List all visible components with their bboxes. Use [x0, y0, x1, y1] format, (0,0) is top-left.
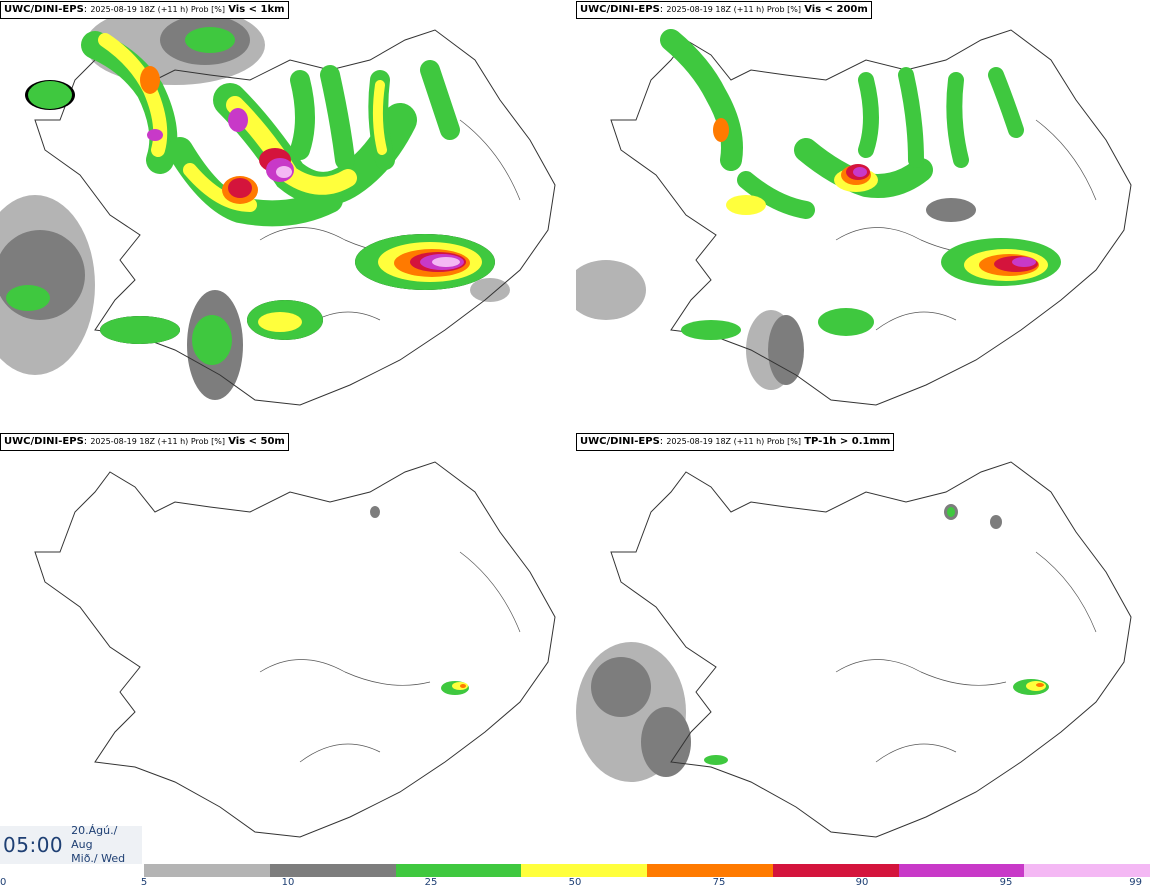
- field-name: Vis < 50m: [228, 436, 285, 447]
- field-name: Vis < 200m: [804, 4, 868, 15]
- legend-swatch-6: [898, 864, 1025, 877]
- legend-swatch-2: [395, 864, 522, 877]
- legend-tick-label: 10: [281, 877, 295, 888]
- panel-title: UWC/DINI-EPS: 2025-08-19 18Z (+11 h) Pro…: [0, 433, 289, 451]
- legend-tick-label: 99: [1129, 877, 1142, 888]
- probability-map: [34, 461, 556, 838]
- valid-time-dates: 20.Ágú./ Aug Mið./ Wed: [71, 824, 142, 866]
- legend-swatch-1: [269, 864, 396, 877]
- map-panel-vis-1km: UWC/DINI-EPS: 2025-08-19 18Z (+11 h) Pro…: [0, 0, 574, 430]
- model-name: UWC/DINI-EPS: [580, 436, 660, 447]
- probability-map: [576, 29, 1132, 406]
- valid-time-box: 05:00 20.Ágú./ Aug Mið./ Wed: [0, 824, 142, 866]
- legend-swatch-4: [647, 864, 773, 877]
- legend-tick-label: 50: [568, 877, 582, 888]
- legend-tick-label: 0: [0, 877, 7, 888]
- legend-tick-label: 95: [999, 877, 1013, 888]
- field-name: Vis < 1km: [228, 4, 285, 15]
- run-info: 2025-08-19 18Z (+11 h) Prob [%]: [90, 437, 226, 446]
- probability-map: [0, 5, 556, 406]
- probability-map: [576, 461, 1132, 838]
- model-name: UWC/DINI-EPS: [580, 4, 660, 15]
- legend-swatch-5: [772, 864, 899, 877]
- model-name: UWC/DINI-EPS: [4, 436, 84, 447]
- legend-swatch-0: [144, 864, 270, 877]
- valid-time-clock: 05:00: [3, 833, 64, 857]
- legend-tick-label: 90: [855, 877, 869, 888]
- valid-time-weekday: Mið./ Wed: [71, 852, 126, 865]
- legend-tick-label: 5: [140, 877, 148, 888]
- run-info: 2025-08-19 18Z (+11 h) Prob [%]: [90, 5, 226, 14]
- map-panel-vis-200m: UWC/DINI-EPS: 2025-08-19 18Z (+11 h) Pro…: [576, 0, 1150, 430]
- map-panel-precip: UWC/DINI-EPS: 2025-08-19 18Z (+11 h) Pro…: [576, 432, 1150, 862]
- run-info: 2025-08-19 18Z (+11 h) Prob [%]: [666, 437, 802, 446]
- legend-swatch-7: [1024, 864, 1150, 877]
- model-name: UWC/DINI-EPS: [4, 4, 84, 15]
- valid-time-date: 20.Ágú./ Aug: [71, 824, 118, 851]
- panel-title: UWC/DINI-EPS: 2025-08-19 18Z (+11 h) Pro…: [576, 433, 895, 451]
- panel-title: UWC/DINI-EPS: 2025-08-19 18Z (+11 h) Pro…: [0, 1, 289, 19]
- map-panel-vis-50m: UWC/DINI-EPS: 2025-08-19 18Z (+11 h) Pro…: [0, 432, 574, 862]
- legend-swatch-3: [521, 864, 647, 877]
- field-name: TP-1h > 0.1mm: [804, 436, 891, 447]
- legend-tick-label: 25: [424, 877, 438, 888]
- legend-tick-label: 75: [712, 877, 726, 888]
- run-info: 2025-08-19 18Z (+11 h) Prob [%]: [666, 5, 802, 14]
- probability-legend: 0 5 10 25 50 75 90 95 99: [0, 864, 1150, 891]
- legend-color-bar: [144, 864, 1150, 877]
- panel-title: UWC/DINI-EPS: 2025-08-19 18Z (+11 h) Pro…: [576, 1, 872, 19]
